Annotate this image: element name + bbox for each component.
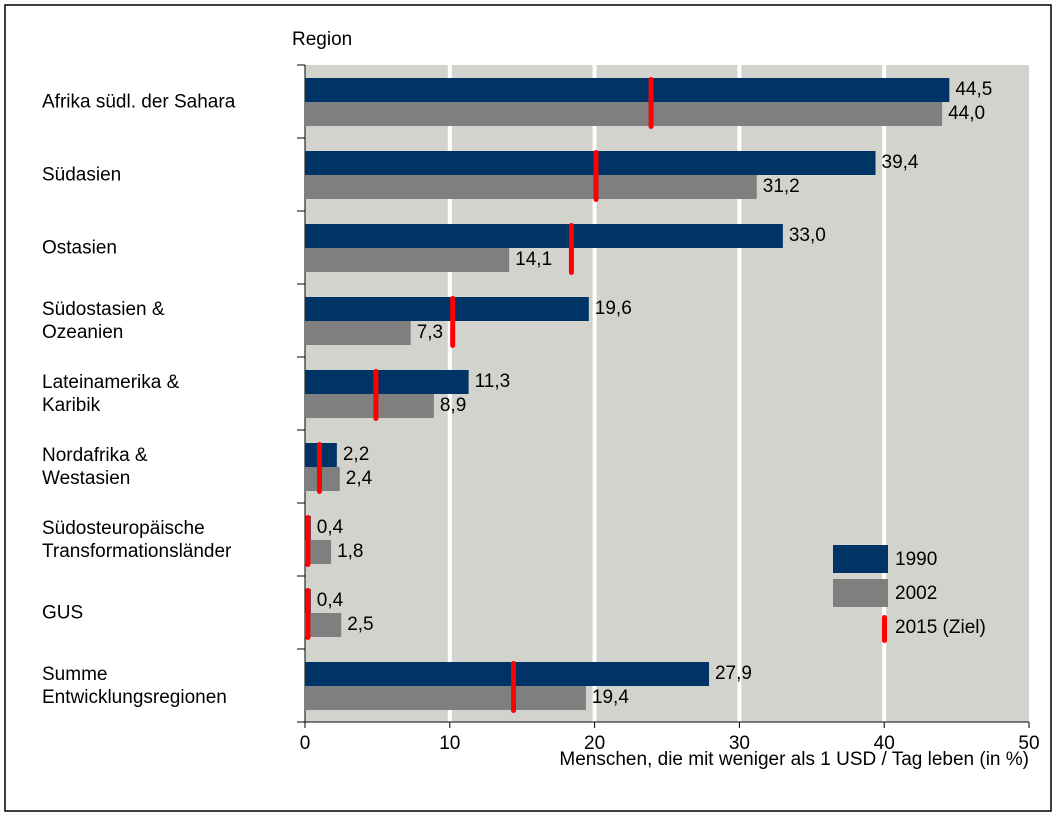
bar (305, 175, 757, 199)
y-tick-label: Nordafrika & Westasien (42, 444, 148, 489)
y-tick-label: Ostasien (42, 237, 117, 258)
data-label: 14,1 (515, 249, 552, 270)
target-marker (373, 369, 379, 421)
bar (305, 151, 876, 175)
bar (305, 662, 709, 686)
y-tick-label: Südostasien & Ozeanien (42, 298, 165, 343)
data-label: 31,2 (763, 176, 800, 197)
y-tick-label: Südasien (42, 164, 122, 185)
target-marker (568, 223, 574, 275)
data-label: 2,5 (347, 614, 373, 635)
data-label: 0,4 (317, 590, 344, 611)
data-label: 19,6 (595, 298, 632, 319)
bar (305, 78, 950, 102)
legend-swatch (833, 579, 888, 607)
data-label: 33,0 (789, 225, 826, 246)
data-label: 1,8 (337, 541, 363, 562)
y-tick-label: Summe Entwicklungsregionen (42, 663, 227, 708)
data-label: 27,9 (715, 663, 752, 684)
bar (305, 321, 411, 345)
bar (305, 102, 943, 126)
target-marker (450, 296, 456, 348)
legend-label: 2015 (Ziel) (895, 617, 986, 638)
legend-label: 2002 (895, 583, 937, 604)
bar (305, 467, 340, 491)
y-tick-label: GUS (42, 602, 84, 623)
x-axis-title: Menschen, die mit weniger als 1 USD / Ta… (559, 749, 1029, 770)
bar (305, 686, 586, 710)
legend-swatch (833, 545, 888, 573)
bar (305, 248, 510, 272)
target-marker (511, 661, 517, 713)
x-tick-label: 20 (584, 733, 605, 754)
target-marker (593, 150, 599, 202)
target-marker (648, 77, 654, 129)
legend-label: 1990 (895, 549, 937, 570)
target-marker (305, 588, 311, 640)
data-label: 44,0 (948, 103, 985, 124)
data-label: 44,5 (955, 79, 992, 100)
y-tick-label: Südosteuropäische Transformationsländer (42, 517, 232, 562)
data-label: 2,4 (346, 468, 373, 489)
data-label: 7,3 (417, 322, 443, 343)
data-label: 2,2 (343, 444, 369, 465)
x-tick-label: 30 (729, 733, 750, 754)
data-label: 8,9 (440, 395, 466, 416)
x-tick-label: 10 (439, 733, 460, 754)
data-label: 19,4 (592, 687, 629, 708)
x-tick-label: 50 (1018, 733, 1039, 754)
bar (305, 297, 589, 321)
y-axis-title: Region (292, 29, 352, 50)
bar (305, 394, 434, 418)
x-tick-label: 40 (874, 733, 895, 754)
y-tick-label: Afrika südl. der Sahara (42, 91, 236, 112)
data-label: 0,4 (317, 517, 344, 538)
target-marker (316, 442, 322, 494)
bar (305, 613, 342, 637)
bar (305, 224, 783, 248)
data-label: 39,4 (882, 152, 919, 173)
legend-marker (882, 615, 887, 643)
y-tick-label: Lateinamerika & Karibik (42, 371, 180, 416)
data-label: 11,3 (475, 371, 511, 392)
bar (305, 370, 469, 394)
target-marker (305, 515, 311, 567)
x-tick-label: 0 (300, 733, 311, 754)
